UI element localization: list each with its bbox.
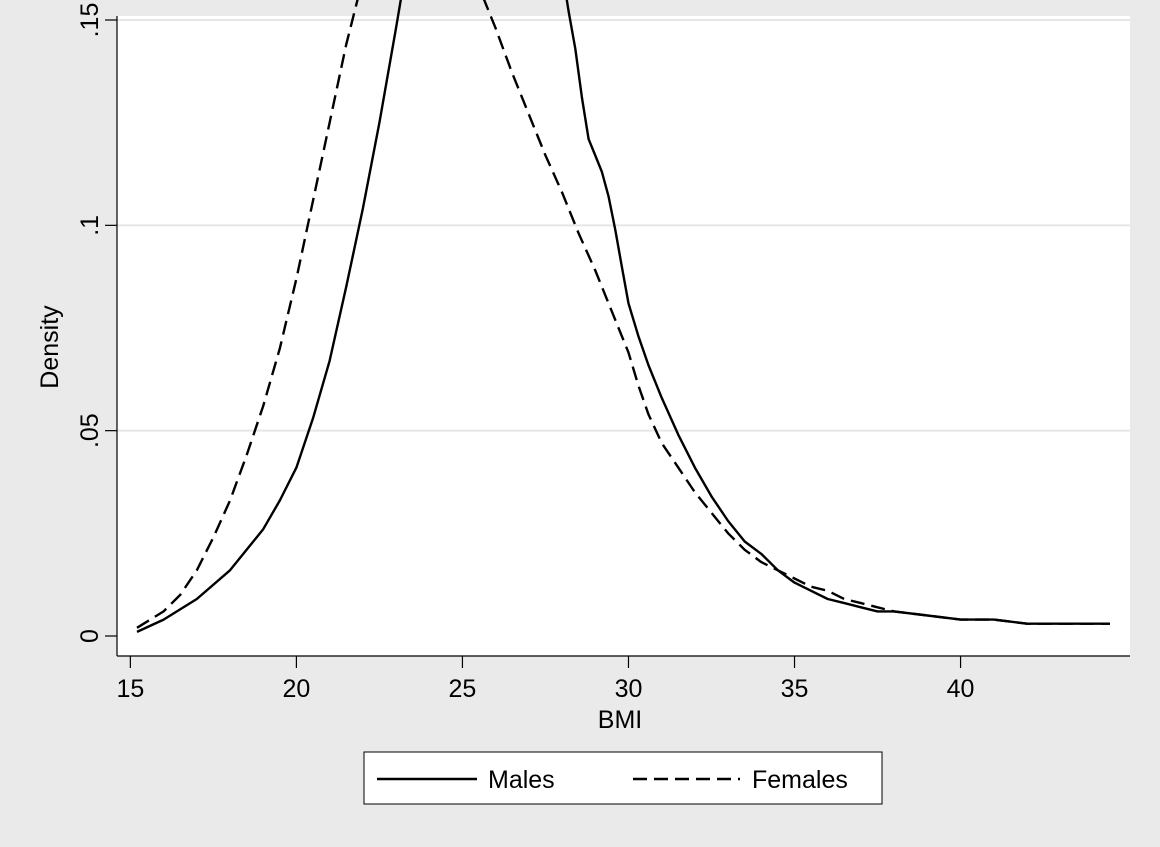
series-line-females: [136, 0, 1110, 629]
x-tick-label: 15: [116, 675, 144, 703]
legend-label-females: Females: [752, 766, 848, 794]
series-lines: [136, 0, 1110, 633]
y-tick-label: 0: [76, 629, 104, 643]
legend: Males Females: [363, 751, 883, 805]
x-tick-label: 30: [615, 675, 643, 703]
y-tick-label: .05: [76, 413, 104, 448]
x-axis-ticks: 15 20 25 30 35 40: [116, 656, 974, 703]
y-tick-label: .15: [76, 3, 104, 38]
y-axis-title: Density: [36, 305, 64, 389]
x-tick-label: 25: [449, 675, 477, 703]
x-axis-title: BMI: [598, 706, 642, 734]
gridlines: [117, 19, 1130, 432]
y-tick-label: .1: [76, 215, 104, 236]
x-tick-label: 20: [282, 675, 310, 703]
y-axis-ticks: 0 .05 .1 .15: [76, 3, 117, 643]
plot-area: [117, 16, 1130, 656]
legend-label-males: Males: [488, 766, 555, 794]
x-tick-label: 40: [947, 675, 975, 703]
series-line-males: [136, 0, 1110, 633]
x-tick-label: 35: [781, 675, 809, 703]
